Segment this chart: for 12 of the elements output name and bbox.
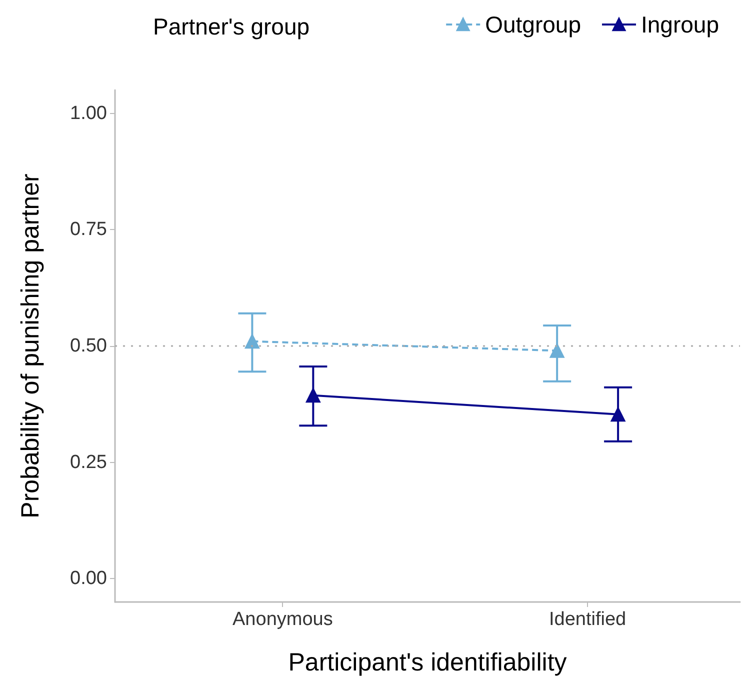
legend-label: Outgroup xyxy=(485,12,581,38)
x-axis-title: Participant's identifiability xyxy=(288,648,568,676)
y-axis-title: Probability of punishing partner xyxy=(16,174,44,518)
y-tick-label: 0.75 xyxy=(70,219,107,240)
y-tick-label: 0.25 xyxy=(70,452,107,473)
x-tick-label: Anonymous xyxy=(232,609,333,630)
legend-label: Ingroup xyxy=(640,12,720,38)
y-tick-label: 0.50 xyxy=(70,336,107,356)
legend-title: Partner's group xyxy=(153,14,310,40)
y-tick-label: 1.00 xyxy=(70,102,107,124)
x-tick-label: Identified xyxy=(549,609,626,630)
y-tick-label: 0.00 xyxy=(70,568,107,590)
